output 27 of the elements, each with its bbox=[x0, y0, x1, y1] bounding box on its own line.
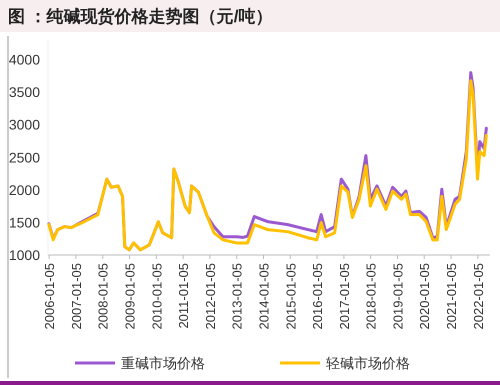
x-tick-label: 2010-01-05 bbox=[149, 263, 164, 330]
y-tick-label: 3500 bbox=[8, 84, 40, 100]
x-tick-label: 2009-01-05 bbox=[122, 263, 138, 330]
y-tick-label: 1500 bbox=[8, 214, 40, 230]
y-tick-label: 4000 bbox=[8, 52, 40, 68]
x-tick-label: 2016-01-05 bbox=[310, 263, 326, 330]
x-tick-label: 2019-01-05 bbox=[390, 263, 406, 330]
chart-title: 图 ：纯碱现货价格走势图（元/吨） bbox=[8, 7, 272, 26]
y-tick-label: 2500 bbox=[8, 149, 40, 166]
y-tick-label: 1000 bbox=[8, 247, 40, 263]
x-tick-label: 2013-01-05 bbox=[230, 263, 245, 330]
x-tick-label: 2020-01-05 bbox=[417, 263, 432, 330]
y-tick-label: 2000 bbox=[8, 182, 40, 198]
x-tick-label: 2012-01-05 bbox=[202, 263, 218, 330]
legend-label: 轻碱市场价格 bbox=[326, 356, 410, 372]
x-tick-label: 2007-01-05 bbox=[68, 263, 84, 330]
x-tick-label: 2018-01-05 bbox=[364, 263, 379, 330]
x-tick-label: 2017-01-05 bbox=[336, 263, 352, 330]
x-tick-label: 2015-01-05 bbox=[283, 263, 298, 330]
x-tick-label: 2014-01-05 bbox=[256, 263, 272, 330]
legend-label: 重碱市场价格 bbox=[121, 356, 205, 372]
x-tick-label: 2021-01-05 bbox=[444, 263, 460, 330]
x-tick-label: 2022-01-05 bbox=[470, 263, 486, 330]
x-tick-label: 2011-01-05 bbox=[176, 263, 192, 329]
y-tick-label: 3000 bbox=[8, 116, 40, 133]
x-tick-label: 2006-01-05 bbox=[42, 263, 58, 330]
x-tick-label: 2008-01-05 bbox=[96, 263, 111, 330]
